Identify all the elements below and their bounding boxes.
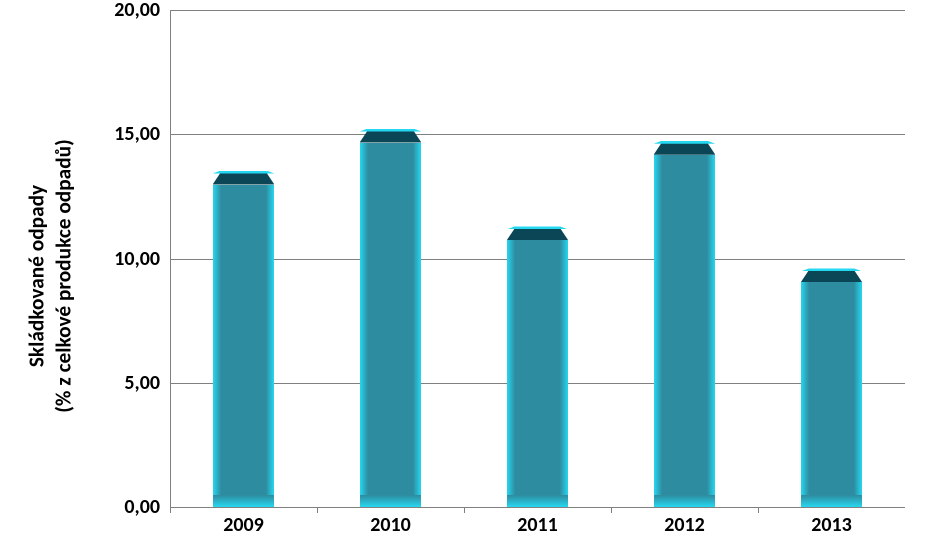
bar bbox=[654, 143, 716, 507]
x-tick-label: 2013 bbox=[758, 513, 905, 537]
x-tick-label: 2010 bbox=[317, 513, 464, 537]
bar-right-bevel bbox=[707, 155, 715, 507]
bar-top-rim bbox=[654, 141, 716, 144]
bar-top bbox=[213, 173, 275, 185]
x-tick-label: 2012 bbox=[611, 513, 758, 537]
bar-top-rim bbox=[213, 171, 275, 174]
bar-base-bevel bbox=[507, 495, 569, 507]
bar-top-rim bbox=[360, 129, 422, 132]
bar-right-bevel bbox=[560, 240, 568, 507]
bar-top bbox=[507, 228, 569, 240]
bar-base-bevel bbox=[801, 495, 863, 507]
y-axis-title-line2: (% z celkové produkce odpadů) bbox=[50, 139, 76, 413]
bar-left-bevel bbox=[507, 240, 515, 507]
bar-chart: Skládkované odpady (% z celkové produkce… bbox=[0, 0, 945, 552]
bar-right-bevel bbox=[413, 143, 421, 507]
bar-base-bevel bbox=[654, 495, 716, 507]
bar bbox=[360, 131, 422, 507]
x-tick-label: 2009 bbox=[170, 513, 317, 537]
bar-front bbox=[654, 155, 716, 507]
bar-left-bevel bbox=[213, 185, 221, 507]
gridline bbox=[170, 134, 905, 135]
gridline bbox=[170, 10, 905, 11]
y-tick-label: 15,00 bbox=[90, 122, 160, 146]
y-tick-label: 20,00 bbox=[90, 0, 160, 22]
x-tick bbox=[170, 507, 171, 513]
bar bbox=[801, 270, 863, 507]
y-axis-line bbox=[170, 10, 171, 507]
bar-base-bevel bbox=[360, 495, 422, 507]
bar-top bbox=[654, 143, 716, 155]
plot-area: 0,005,0010,0015,0020,0020092010201120122… bbox=[170, 10, 905, 507]
bar-top-rim bbox=[507, 226, 569, 229]
y-tick-label: 10,00 bbox=[90, 247, 160, 271]
bar-base-bevel bbox=[213, 495, 275, 507]
bar-top bbox=[801, 270, 863, 282]
x-tick-label: 2011 bbox=[464, 513, 611, 537]
bar-right-bevel bbox=[854, 282, 862, 507]
gridline bbox=[170, 507, 905, 508]
bar-left-bevel bbox=[654, 155, 662, 507]
bar bbox=[213, 173, 275, 507]
bar-left-bevel bbox=[801, 282, 809, 507]
bar-front bbox=[213, 185, 275, 507]
bar bbox=[507, 228, 569, 507]
bar-right-bevel bbox=[266, 185, 274, 507]
bar-front bbox=[360, 143, 422, 507]
bar-front bbox=[801, 282, 863, 507]
bar-left-bevel bbox=[360, 143, 368, 507]
y-tick-label: 0,00 bbox=[90, 495, 160, 519]
bar-front bbox=[507, 240, 569, 507]
bar-top-rim bbox=[801, 268, 863, 271]
bar-top bbox=[360, 131, 422, 143]
y-axis-title: Skládkované odpady (% z celkové produkce… bbox=[23, 139, 76, 413]
y-tick-label: 5,00 bbox=[90, 371, 160, 395]
y-axis-title-line1: Skládkované odpady bbox=[23, 185, 49, 367]
